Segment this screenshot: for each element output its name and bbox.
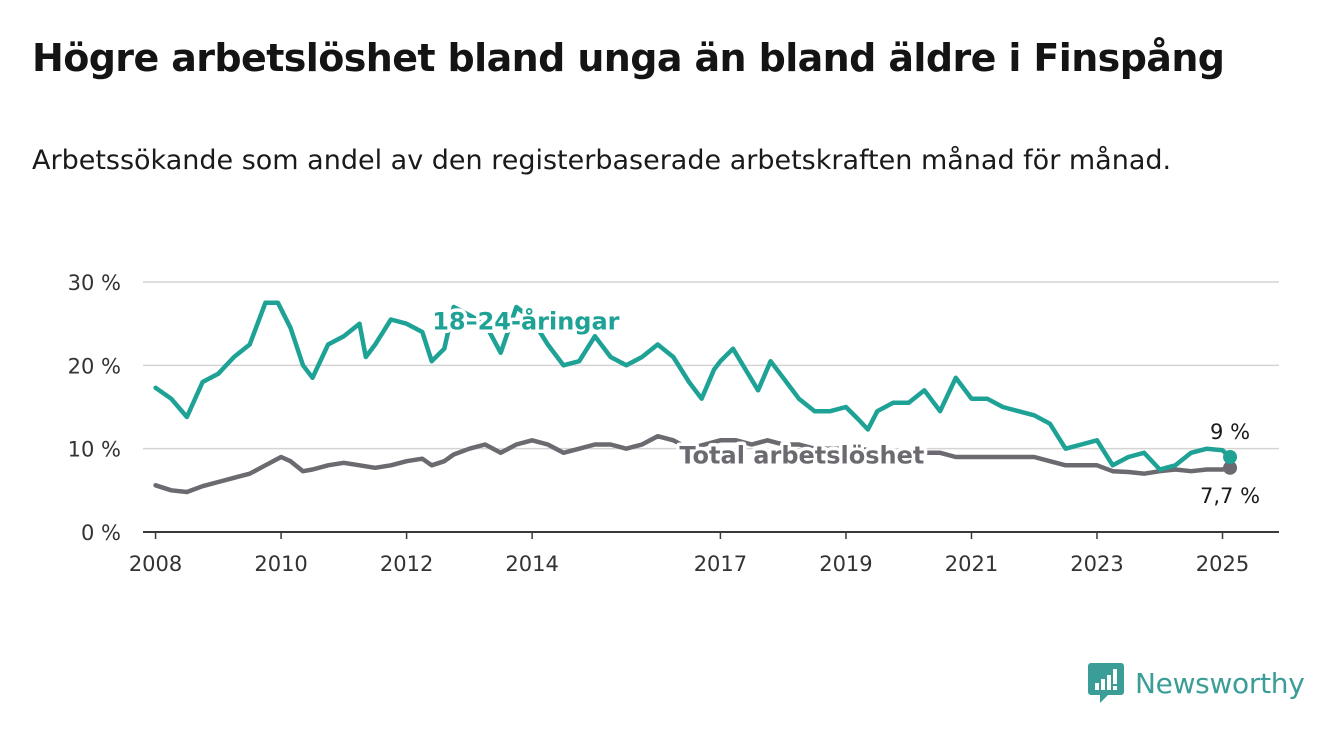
y-tick-label: 10 % (68, 438, 121, 462)
series-line-total (153, 433, 1233, 495)
x-tick-label: 2010 (254, 552, 307, 576)
end-value-youth: 9 % (1210, 420, 1250, 444)
x-tick-label: 2017 (694, 552, 747, 576)
x-axis: 2008 2010 2012 2014 2017 2019 2021 2023 2025 (129, 531, 1279, 576)
chart-title: Högre arbetslöshet bland unga än bland ä… (32, 36, 1225, 80)
newsworthy-brand: Newsworthy (1088, 660, 1305, 706)
brand-name: Newsworthy (1135, 666, 1305, 700)
series-labels: 18–24-åringar Total arbetslöshet 9 % 7,7 % (429, 303, 1260, 508)
series-label-total: Total arbetslöshet (679, 442, 924, 470)
x-tick-label: 2008 (129, 552, 182, 576)
y-tick-label: 30 % (68, 271, 121, 295)
newsworthy-logo-icon (1088, 663, 1124, 703)
x-tick-label: 2025 (1196, 552, 1249, 576)
series-line-youth (153, 300, 1233, 472)
line-chart: 0 % 10 % 20 % 30 % 2008 2010 2012 2014 2017 2019… (68, 271, 1279, 576)
end-point-total (1223, 460, 1238, 475)
chart-subtitle: Arbetssökande som andel av den registerb… (32, 145, 1172, 176)
series-lines (153, 300, 1238, 495)
end-point-youth (1223, 450, 1238, 464)
y-tick-label: 0 % (81, 521, 121, 545)
end-value-total: 7,7 % (1200, 484, 1260, 508)
y-axis-ticks: 0 % 10 % 20 % 30 % (68, 271, 121, 545)
x-tick-label: 2019 (819, 552, 872, 576)
x-tick-label: 2014 (505, 552, 558, 576)
x-tick-label: 2021 (945, 552, 998, 576)
x-tick-label: 2023 (1070, 552, 1123, 576)
gridlines (143, 281, 1279, 450)
x-tick-label: 2012 (380, 552, 433, 576)
series-label-youth: 18–24-åringar (432, 307, 619, 336)
y-tick-label: 20 % (68, 354, 121, 378)
